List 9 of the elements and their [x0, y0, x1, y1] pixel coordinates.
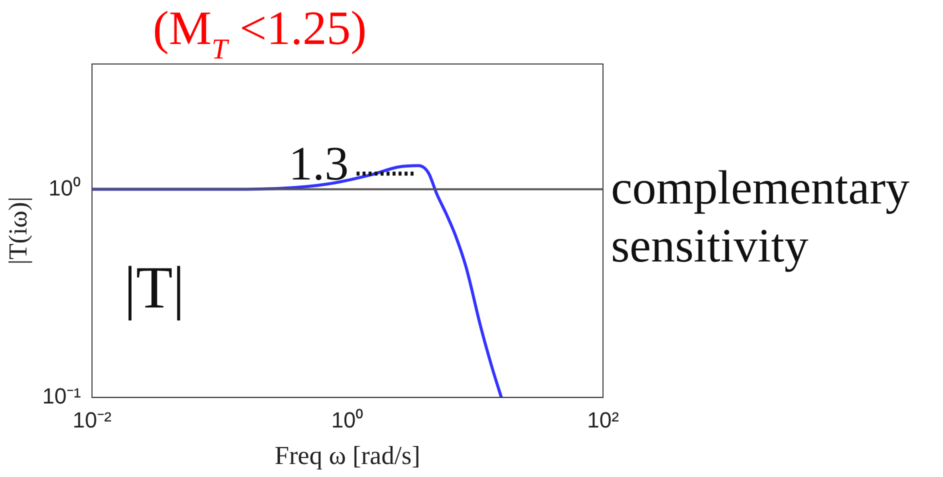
annotation: |T| — [124, 254, 185, 320]
x-tick-label: 10² — [587, 408, 619, 433]
y-tick-label: 10⁻¹ — [42, 383, 81, 408]
text: complementary sensitivity — [611, 161, 910, 272]
x-tick-label: 10⁰ — [331, 408, 364, 433]
x-axis-title: Freq ω [rad/s] — [274, 441, 420, 470]
annotation: 1.3 — [288, 138, 349, 191]
x-tick-label: 10⁻² — [72, 408, 112, 433]
y-axis-title: |T(iω)| — [3, 196, 32, 265]
